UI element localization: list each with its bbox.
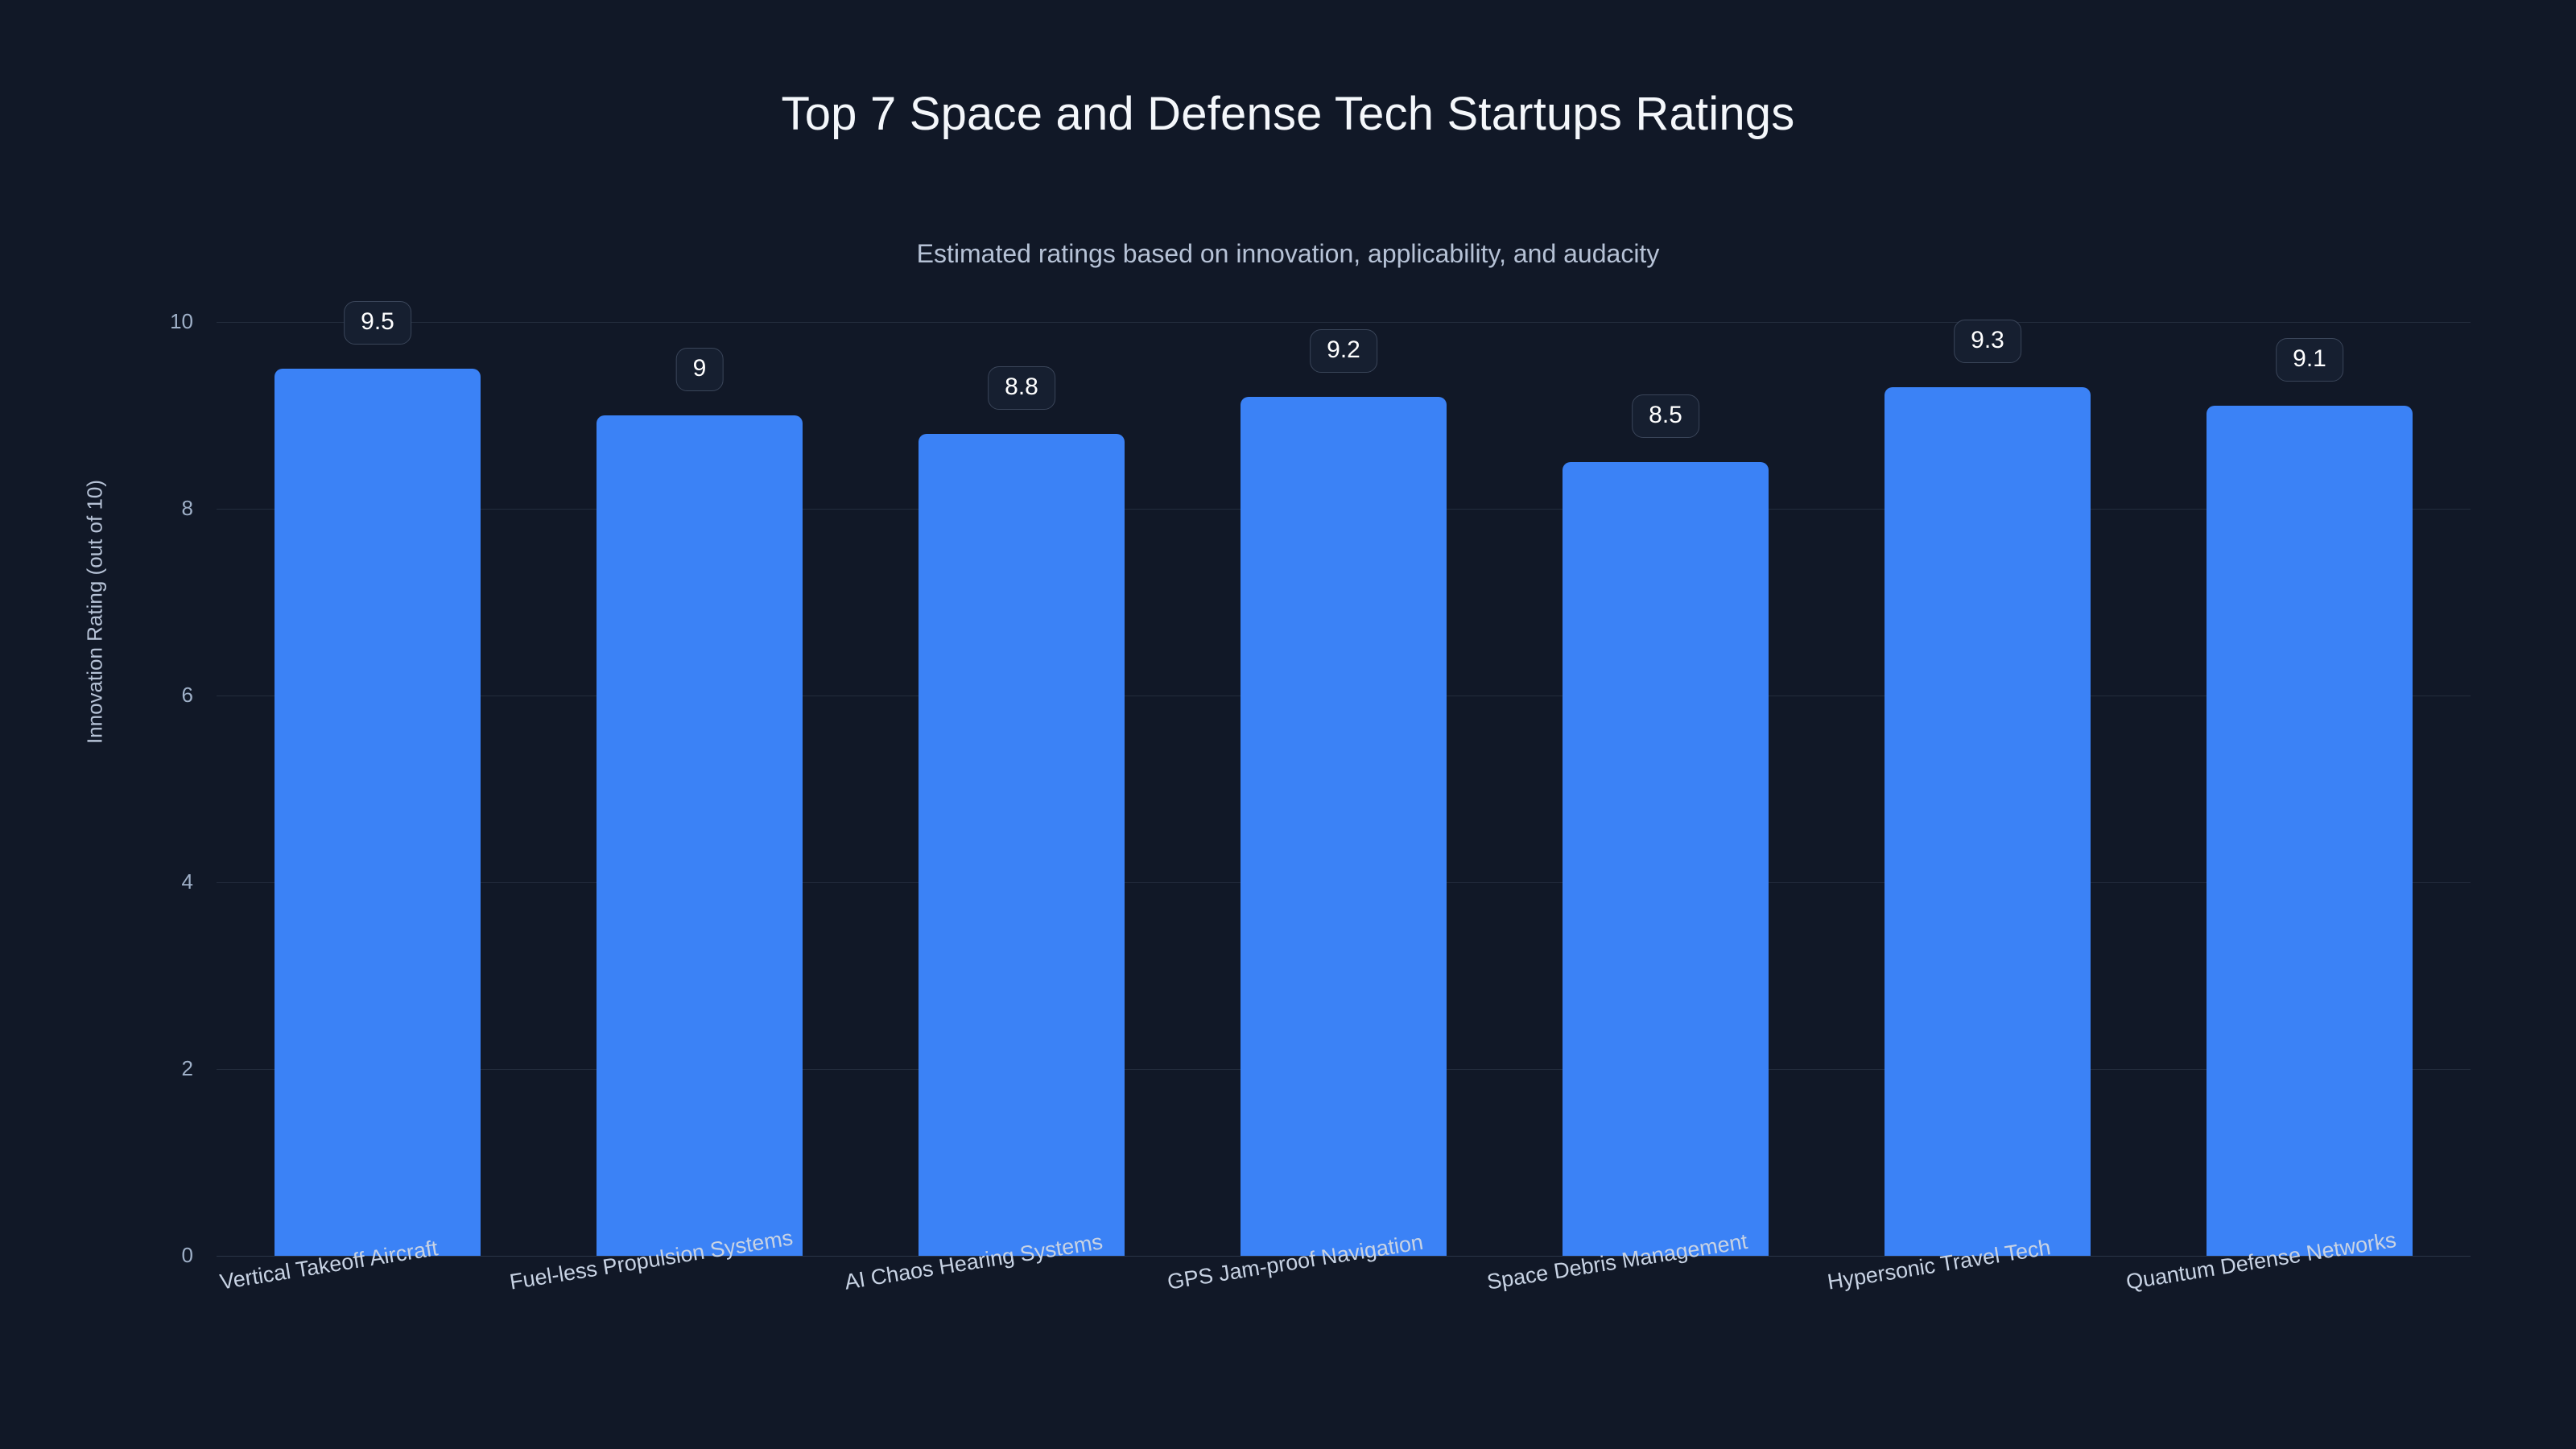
bar[interactable] bbox=[1885, 387, 2091, 1256]
y-tick-label: 10 bbox=[170, 309, 193, 333]
bar-value-label: 9 bbox=[675, 348, 724, 391]
plot-area bbox=[217, 322, 2471, 1257]
bar[interactable] bbox=[1241, 396, 1447, 1256]
bar[interactable] bbox=[275, 369, 481, 1256]
y-axis-title: Innovation Rating (out of 10) bbox=[82, 479, 107, 745]
bar[interactable] bbox=[1563, 462, 1769, 1256]
bar-value-label: 9.5 bbox=[344, 301, 411, 345]
bar[interactable] bbox=[597, 415, 803, 1256]
chart-title: Top 7 Space and Defense Tech Startups Ra… bbox=[781, 88, 1795, 140]
y-tick-label: 0 bbox=[181, 1243, 193, 1267]
gridline bbox=[217, 1256, 2471, 1257]
gridline bbox=[217, 322, 2471, 323]
y-tick-label: 4 bbox=[181, 869, 193, 894]
y-tick-label: 2 bbox=[181, 1056, 193, 1080]
bar-value-label: 8.5 bbox=[1632, 394, 1699, 438]
bar-value-label: 8.8 bbox=[988, 366, 1055, 411]
y-tick-label: 6 bbox=[181, 683, 193, 707]
bar[interactable] bbox=[2207, 406, 2413, 1256]
bar-value-label: 9.3 bbox=[1954, 320, 2021, 364]
bar[interactable] bbox=[919, 434, 1125, 1256]
bar-value-label: 9.1 bbox=[2276, 338, 2343, 382]
chart-subtitle: Estimated ratings based on innovation, a… bbox=[916, 239, 1660, 268]
bar-value-label: 9.2 bbox=[1310, 328, 1377, 373]
y-tick-label: 8 bbox=[181, 496, 193, 520]
